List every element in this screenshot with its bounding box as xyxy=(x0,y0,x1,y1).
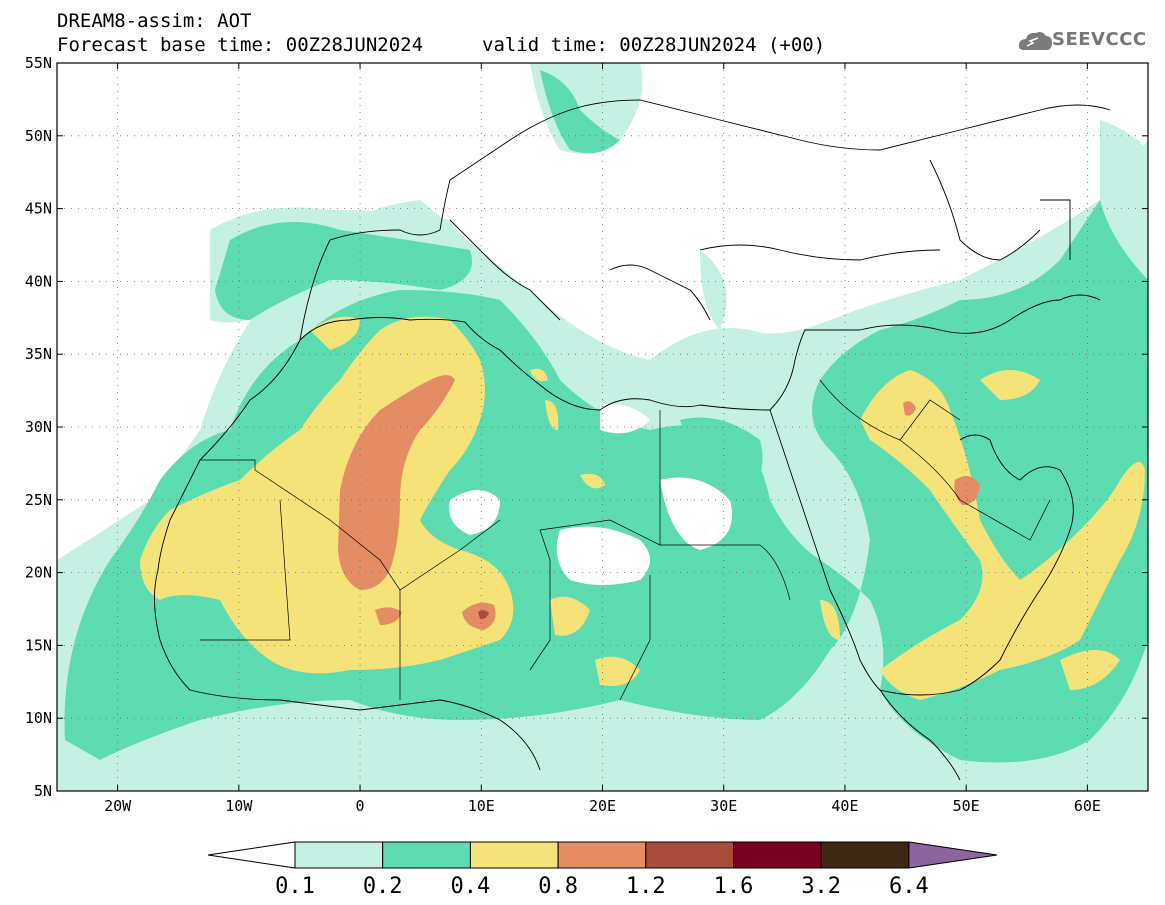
lat-tick-label: 45N xyxy=(25,200,52,218)
colorbar-label: 0.4 xyxy=(451,874,491,899)
lon-tick-label: 20E xyxy=(589,797,616,815)
colorbar-swatch xyxy=(469,841,559,869)
colorbar-label: 1.2 xyxy=(626,874,666,899)
lon-tick-label: 10W xyxy=(225,797,253,815)
forecast-base-time: Forecast base time: 00Z28JUN2024 xyxy=(57,34,424,56)
colorbar-label: 3.2 xyxy=(801,874,841,899)
graticule xyxy=(57,63,1148,791)
coastlines xyxy=(153,99,1111,781)
lat-tick-label: 10N xyxy=(25,709,52,727)
colorbar-label: 0.2 xyxy=(363,874,403,899)
lon-tick-label: 0 xyxy=(356,797,365,815)
lon-tick-label: 50E xyxy=(953,797,980,815)
lat-tick-label: 55N xyxy=(25,54,52,72)
lon-tick-label: 20W xyxy=(104,797,132,815)
longitude-axis: 20W 10W 0 10E 20E 30E 40E 50E 60E xyxy=(104,63,1101,815)
aot-field xyxy=(57,63,1148,791)
map-title: DREAM8-assim: AOT xyxy=(57,10,252,32)
colorbar-label: 6.4 xyxy=(889,874,929,899)
colorbar-upper-arrow xyxy=(908,841,998,869)
colorbar-swatch xyxy=(382,841,471,869)
colorbar-swatch xyxy=(557,841,647,869)
colorbar-swatch xyxy=(733,841,822,869)
colorbar-swatch xyxy=(645,841,734,869)
lat-tick-label: 5N xyxy=(34,782,52,800)
lat-tick-label: 40N xyxy=(25,272,52,290)
colorbar-label: 0.8 xyxy=(538,874,578,899)
lon-tick-label: 40E xyxy=(831,797,858,815)
colorbar-lower-arrow xyxy=(207,841,296,869)
latitude-axis: 55N 50N 45N 40N 35N 30N 25N 20N 15N 10N 5N xyxy=(25,54,1148,800)
lat-tick-label: 15N xyxy=(25,636,52,654)
lat-tick-label: 25N xyxy=(25,491,52,509)
lat-tick-label: 20N xyxy=(25,564,52,582)
lon-tick-label: 30E xyxy=(710,797,737,815)
colorbar: 0.1 0.2 0.4 0.8 1.2 1.6 3.2 6.4 xyxy=(207,841,998,899)
lon-tick-label: 60E xyxy=(1074,797,1101,815)
country-borders xyxy=(200,379,1051,701)
lat-tick-label: 50N xyxy=(25,127,52,145)
colorbar-label: 1.6 xyxy=(714,874,754,899)
colorbar-label: 0.1 xyxy=(275,874,315,899)
lat-tick-label: 30N xyxy=(25,418,52,436)
valid-time: valid time: 00Z28JUN2024 (+00) xyxy=(482,34,826,56)
colorbar-swatch xyxy=(294,841,384,869)
colorbar-swatch xyxy=(820,841,910,869)
cloud-icon xyxy=(1018,32,1052,50)
lon-tick-label: 10E xyxy=(468,797,495,815)
lat-tick-label: 35N xyxy=(25,345,52,363)
seevccc-logo: SEEVCCC xyxy=(1052,29,1147,50)
